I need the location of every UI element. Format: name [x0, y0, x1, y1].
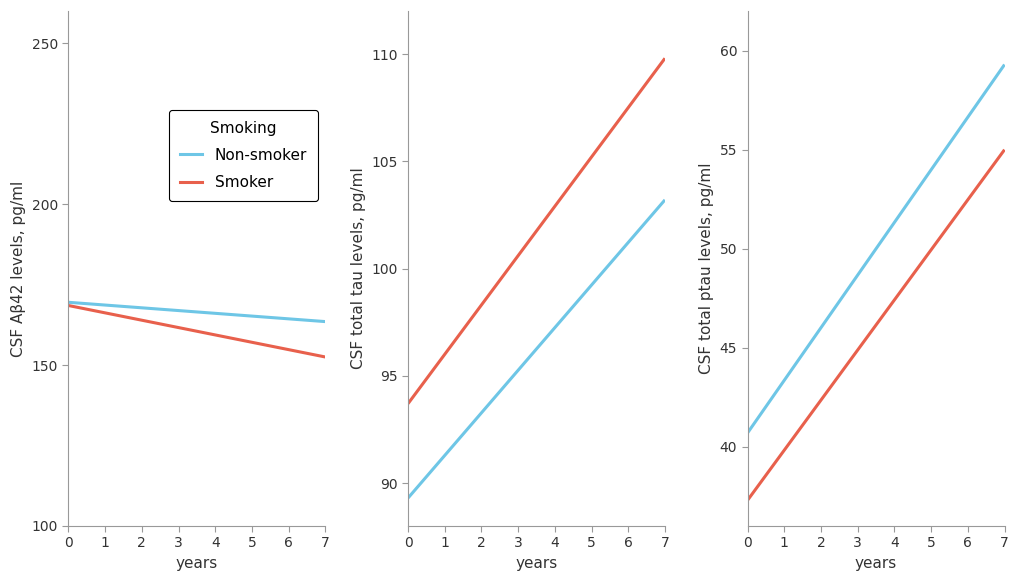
X-axis label: years: years: [515, 556, 557, 571]
X-axis label: years: years: [854, 556, 897, 571]
Y-axis label: CSF total ptau levels, pg/ml: CSF total ptau levels, pg/ml: [698, 163, 713, 374]
X-axis label: years: years: [175, 556, 218, 571]
Y-axis label: CSF total tau levels, pg/ml: CSF total tau levels, pg/ml: [351, 168, 365, 370]
Y-axis label: CSF Aβ42 levels, pg/ml: CSF Aβ42 levels, pg/ml: [11, 180, 26, 357]
Legend: Non-smoker, Smoker: Non-smoker, Smoker: [169, 110, 317, 201]
